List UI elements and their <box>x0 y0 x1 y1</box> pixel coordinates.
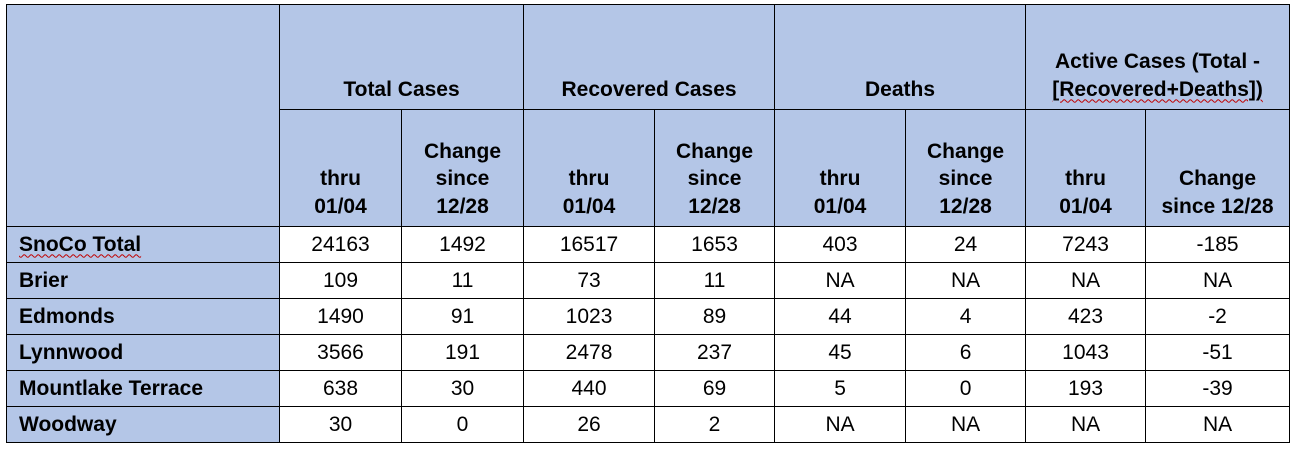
value-cell: 1023 <box>523 298 656 335</box>
value-cell: NA <box>1145 262 1291 299</box>
subheader-deaths-change: Change since 12/28 <box>905 109 1027 227</box>
value-cell: 191 <box>400 334 525 371</box>
table-row: Woodway 30 0 26 2 NA NA NA NA <box>6 406 1291 443</box>
value-cell: 4 <box>905 298 1027 335</box>
value-cell: 237 <box>654 334 776 371</box>
row-name-cell: Brier <box>6 262 280 299</box>
value-cell: 6 <box>905 334 1027 371</box>
value-cell: 5 <box>774 370 907 407</box>
value-cell: 30 <box>400 370 525 407</box>
value-cell: 24 <box>905 226 1027 263</box>
value-cell: NA <box>1025 262 1147 299</box>
table-row: Brier 109 11 73 11 NA NA NA NA <box>6 262 1291 299</box>
value-cell: 0 <box>905 370 1027 407</box>
value-cell: 45 <box>774 334 907 371</box>
value-cell: 69 <box>654 370 776 407</box>
table-row: Mountlake Terrace 638 30 440 69 5 0 193 … <box>6 370 1291 407</box>
value-cell: NA <box>774 262 907 299</box>
subheader-total-thru: thru 01/04 <box>279 109 402 227</box>
subheader-deaths-thru: thru 01/04 <box>774 109 907 227</box>
value-cell: 44 <box>774 298 907 335</box>
value-cell: 7243 <box>1025 226 1147 263</box>
value-cell: -39 <box>1145 370 1291 407</box>
group-header-recovered-cases: Recovered Cases <box>523 4 776 110</box>
covid-cases-table: Total Cases Recovered Cases Deaths Activ… <box>6 4 1291 443</box>
value-cell: NA <box>905 262 1027 299</box>
value-cell: NA <box>774 406 907 443</box>
value-cell: 0 <box>400 406 525 443</box>
value-cell: NA <box>1025 406 1147 443</box>
value-cell: 91 <box>400 298 525 335</box>
subheader-recovered-thru: thru 01/04 <box>523 109 656 227</box>
value-cell: 24163 <box>279 226 402 263</box>
table-row: Lynnwood 3566 191 2478 237 45 6 1043 -51 <box>6 334 1291 371</box>
value-cell: 26 <box>523 406 656 443</box>
value-cell: 193 <box>1025 370 1147 407</box>
row-name-cell: Mountlake Terrace <box>6 370 280 407</box>
value-cell: NA <box>905 406 1027 443</box>
subheader-total-change: Change since 12/28 <box>400 109 525 227</box>
value-cell: 11 <box>654 262 776 299</box>
row-name-cell: Woodway <box>6 406 280 443</box>
value-cell: 1490 <box>279 298 402 335</box>
group-header-deaths: Deaths <box>774 4 1027 110</box>
value-cell: -185 <box>1145 226 1291 263</box>
value-cell: -51 <box>1145 334 1291 371</box>
value-cell: 16517 <box>523 226 656 263</box>
value-cell: 2478 <box>523 334 656 371</box>
value-cell: 109 <box>279 262 402 299</box>
value-cell: 73 <box>523 262 656 299</box>
value-cell: 11 <box>400 262 525 299</box>
row-name-cell: SnoCo Total <box>6 226 280 263</box>
value-cell: NA <box>1145 406 1291 443</box>
subheader-active-thru: thru 01/04 <box>1025 109 1147 227</box>
value-cell: 2 <box>654 406 776 443</box>
value-cell: 423 <box>1025 298 1147 335</box>
row-name-cell: Edmonds <box>6 298 280 335</box>
group-header-active-cases: Active Cases (Total - [Recovered+Deaths]… <box>1025 4 1291 110</box>
corner-cell <box>6 4 280 227</box>
subheader-active-change: Change since 12/28 <box>1145 109 1291 227</box>
value-cell: -2 <box>1145 298 1291 335</box>
subheader-recovered-change: Change since 12/28 <box>654 109 776 227</box>
value-cell: 1043 <box>1025 334 1147 371</box>
value-cell: 1653 <box>654 226 776 263</box>
table-row: SnoCo Total 24163 1492 16517 1653 403 24… <box>6 226 1291 263</box>
value-cell: 440 <box>523 370 656 407</box>
value-cell: 3566 <box>279 334 402 371</box>
value-cell: 403 <box>774 226 907 263</box>
value-cell: 1492 <box>400 226 525 263</box>
value-cell: 89 <box>654 298 776 335</box>
table-row: Edmonds 1490 91 1023 89 44 4 423 -2 <box>6 298 1291 335</box>
value-cell: 30 <box>279 406 402 443</box>
row-name-cell: Lynnwood <box>6 334 280 371</box>
group-header-total-cases: Total Cases <box>278 4 525 110</box>
value-cell: 638 <box>279 370 402 407</box>
